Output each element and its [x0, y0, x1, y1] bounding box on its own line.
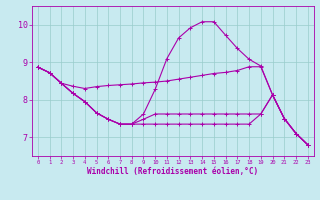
X-axis label: Windchill (Refroidissement éolien,°C): Windchill (Refroidissement éolien,°C) [87, 167, 258, 176]
